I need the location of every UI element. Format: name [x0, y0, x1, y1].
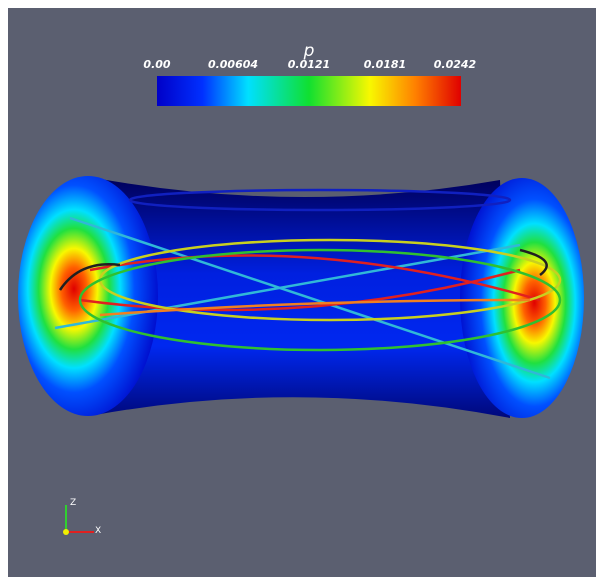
streamline [54, 243, 521, 330]
streamline [519, 248, 548, 276]
streamline [69, 216, 551, 380]
streamline [128, 188, 512, 212]
surface-cap-left [18, 176, 158, 416]
colorbar-tick-label: 0.0121 [288, 58, 330, 71]
colorbar-tick-label: 0.00604 [208, 58, 258, 71]
streamline [99, 298, 531, 317]
colorbar-title: p [303, 41, 315, 61]
streamline [79, 268, 521, 312]
streamline [58, 263, 121, 291]
surface-cap-right [460, 178, 584, 418]
colorbar-tick-label: 0.0181 [364, 58, 406, 71]
streamline [89, 254, 541, 302]
axis-y [63, 529, 69, 535]
streamlines [54, 188, 562, 380]
colorbar-tick-label: 0.00 [143, 58, 170, 71]
axis-x-label: X [95, 526, 101, 536]
axis-z-label: Z [70, 498, 76, 508]
colorbar [157, 76, 461, 106]
colorbar-tick-label: 0.0242 [434, 58, 477, 71]
surface-body [95, 178, 510, 418]
streamline [78, 248, 562, 352]
